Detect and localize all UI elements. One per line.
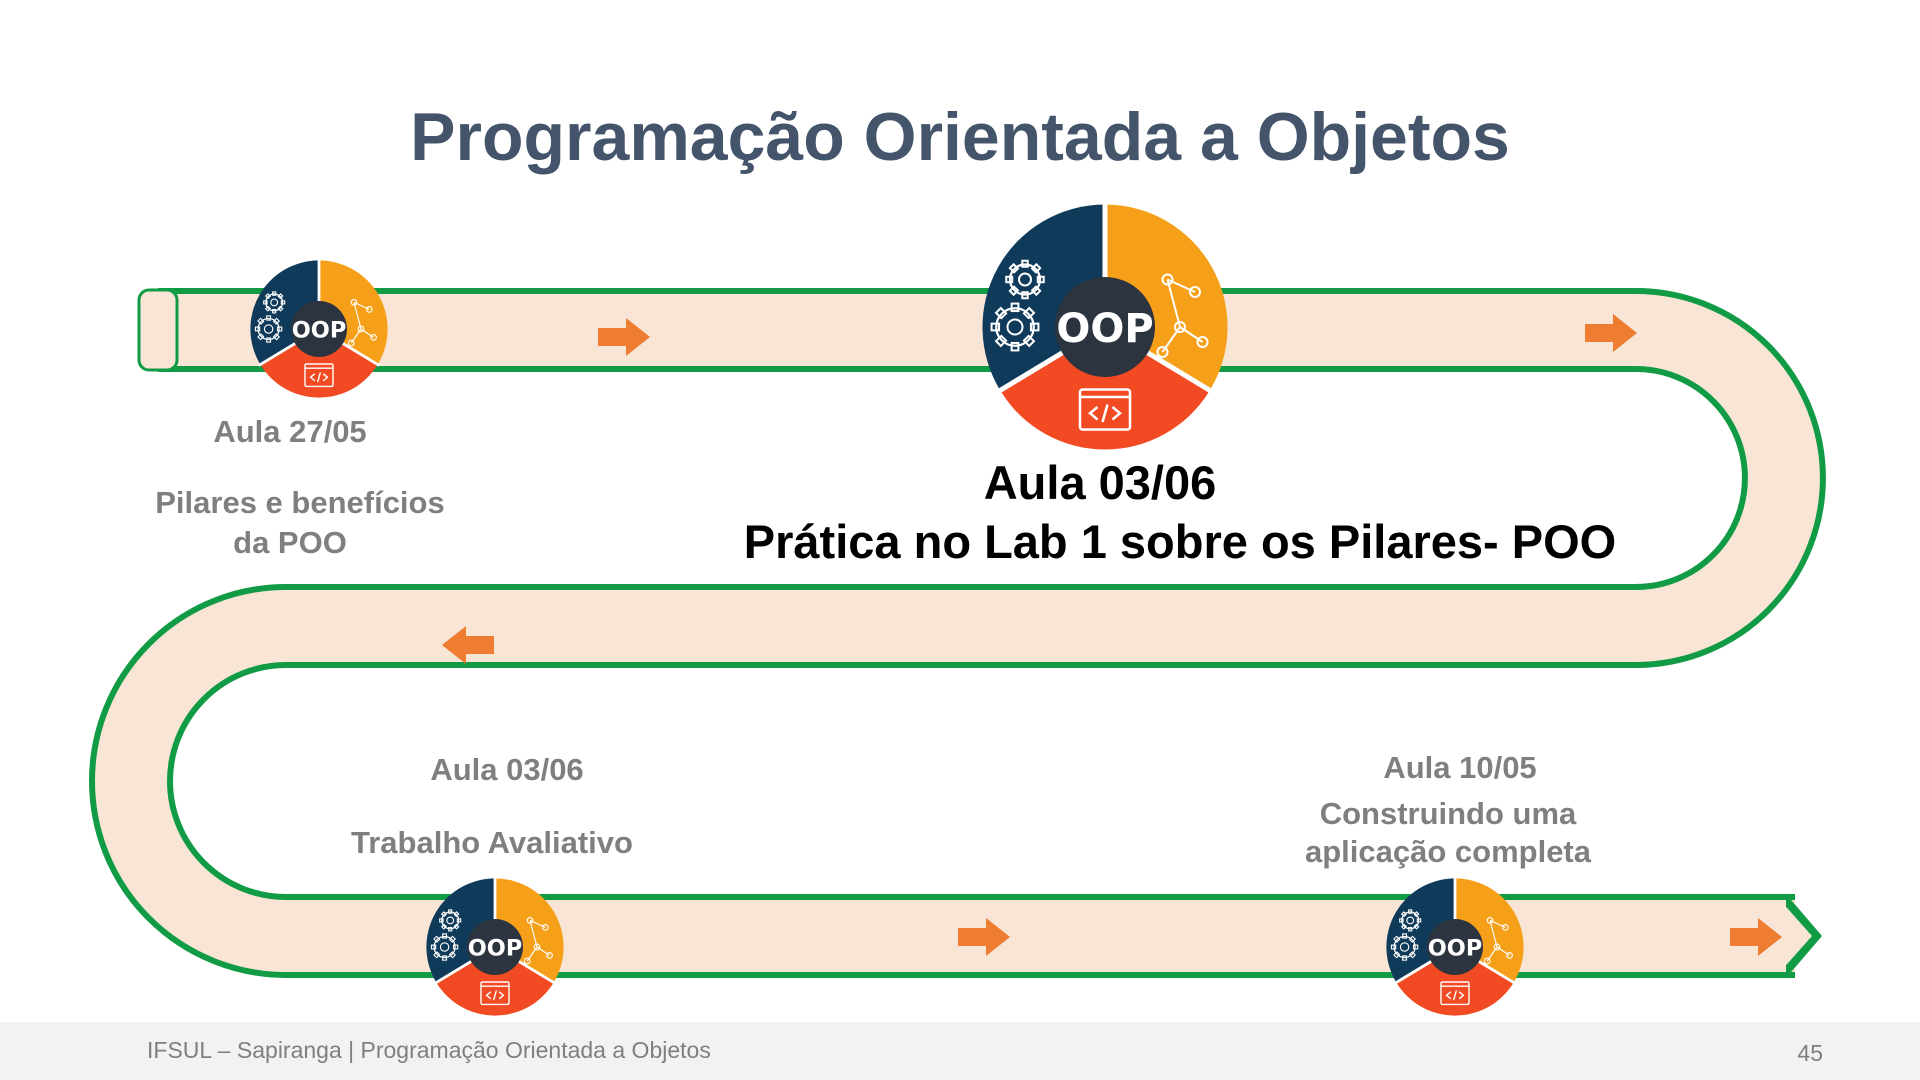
road-end-fill: [1780, 900, 1812, 972]
milestone-2-desc: Prática no Lab 1 sobre os Pilares- POO: [743, 515, 1617, 568]
footer-text: IFSUL – Sapiranga | Programação Orientad…: [147, 1037, 711, 1063]
milestone-2-date: Aula 03/06: [983, 456, 1217, 509]
milestone-1-date: Aula 27/05: [213, 414, 367, 449]
road-fill: [95, 294, 1820, 972]
oop-icon: OOP: [425, 877, 565, 1017]
milestone-4-date: Aula 10/05: [1383, 750, 1537, 785]
milestone-1-desc-line2: da POO: [233, 525, 347, 560]
svg-text:OOP: OOP: [468, 935, 522, 961]
milestone-3-desc: Trabalho Avaliativo: [351, 825, 633, 860]
milestone-1-desc-line1: Pilares e benefícios: [155, 485, 445, 520]
oop-icon: OOP: [980, 202, 1230, 452]
road-start-cap: [137, 288, 179, 372]
arrow-left-icon: [442, 626, 494, 664]
svg-text:OOP: OOP: [292, 317, 346, 343]
milestone-3-date: Aula 03/06: [430, 752, 584, 787]
arrow-right-icon: [1585, 314, 1637, 352]
arrow-right-icon: [1730, 918, 1782, 956]
footer-bar: [0, 1022, 1920, 1080]
svg-text:OOP: OOP: [1056, 306, 1153, 352]
page-number: 45: [1797, 1040, 1823, 1066]
oop-icon: OOP: [1385, 877, 1525, 1017]
oop-icon: OOP: [249, 259, 389, 399]
svg-text:OOP: OOP: [1428, 935, 1482, 961]
arrow-right-icon: [598, 318, 650, 356]
slide-title: Programação Orientada a Objetos: [410, 99, 1510, 175]
milestone-4-desc-line2: aplicação completa: [1304, 834, 1591, 869]
arrow-right-icon: [958, 918, 1010, 956]
milestone-4-desc-line1: Construindo uma: [1319, 796, 1577, 831]
